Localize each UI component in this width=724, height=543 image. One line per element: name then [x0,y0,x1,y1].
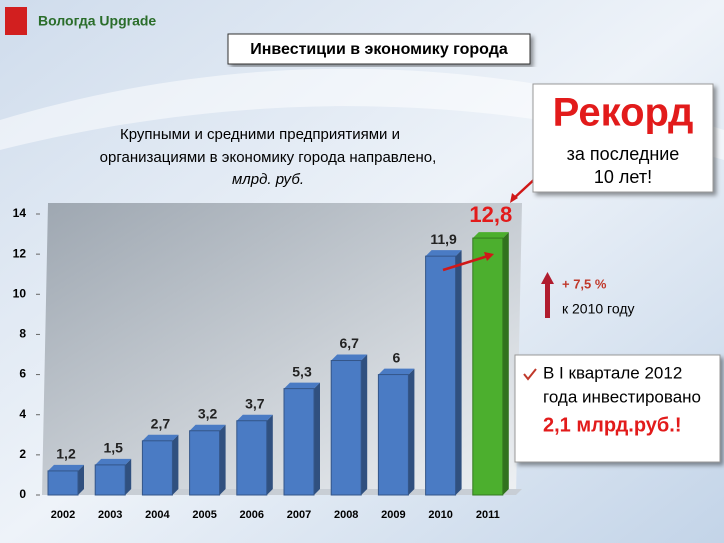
bar [189,430,221,496]
x-tick-label: 2008 [334,509,358,521]
x-tick-label: 2002 [51,509,75,521]
bar-top [189,424,226,431]
quarter-text: В I квартале 2012 [543,363,682,382]
bar-top [284,382,320,389]
value-label: 3,2 [198,405,218,421]
value-label: 2,7 [151,416,171,432]
bar [236,420,268,496]
bar-side [455,250,462,495]
arrow-head [484,252,494,261]
value-label: 6,7 [339,335,359,351]
growth-percent: + 7,5 % [562,276,607,291]
bar-side [219,424,226,495]
subtitle: Крупными и средними предприятиями и [120,126,400,143]
bar [425,255,457,496]
quarter-text: года инвестировано [543,387,701,406]
bar-side [502,232,509,496]
bar [47,470,79,496]
x-tick-label: 2009 [381,509,405,521]
title-box [227,33,531,65]
bar-side [78,464,84,495]
record-title: Рекорд [553,91,694,135]
y-tick-label: 12 [13,246,27,260]
slide-title: Инвестиции в экономику города [250,41,508,58]
quarter-box [514,354,721,463]
y-tick-label: 10 [13,286,27,300]
value-label: 12,8 [469,202,512,227]
value-label: 1,5 [103,440,123,456]
value-label: 1,2 [56,446,76,462]
bar [377,374,409,496]
bar-side [361,354,368,495]
y-tick-label: 2 [19,447,26,461]
bar-top [378,368,415,375]
bar-side [266,414,273,495]
logo: Вологда Upgrade [38,13,156,29]
quarter-amount: 2,1 млрд.руб.! [543,414,681,436]
record-text: 10 лет! [594,167,652,187]
bar [283,388,315,496]
x-tick-label: 2004 [145,509,170,521]
subtitle: организациями в экономику города направл… [100,149,437,166]
up-arrow [545,282,550,318]
bar [472,237,504,496]
bar-top [236,414,273,421]
arrow [442,254,489,272]
x-tick-label: 2011 [476,509,500,521]
bar [94,464,126,496]
bar [141,440,173,496]
y-tick-label: 6 [19,367,26,381]
y-tick-label: 8 [19,327,26,341]
value-label: 3,7 [245,395,265,411]
bar-top [95,458,132,465]
bar-side [172,434,179,495]
y-tick-label: 4 [19,407,26,421]
bar-top [48,464,84,471]
value-label: 11,9 [430,231,457,247]
x-tick-label: 2010 [428,509,452,521]
x-tick-label: 2006 [240,509,264,521]
logo-emblem [5,7,27,35]
bar [330,360,362,496]
bar-side [125,458,132,495]
x-tick-label: 2007 [287,509,311,521]
value-label: 5,3 [292,363,312,379]
bar-side [408,368,415,495]
bar-top [425,250,462,257]
bar-top [331,354,368,361]
check [523,368,537,381]
x-tick-label: 2005 [192,509,216,521]
bar-top [142,434,179,441]
value-label: 6 [393,349,401,365]
up-arrow-head [541,272,554,284]
y-tick-label: 0 [19,487,26,501]
x-tick-label: 2003 [98,509,122,521]
record-text: за последние [567,144,680,164]
subtitle: млрд. руб. [232,171,304,188]
arrow-head [510,193,518,203]
y-tick-label: 14 [13,206,27,220]
chart: 0 2 4 6 8 10 12 14 2002 1,2 2003 1,5 2004 2,7 2005 3,2 2… [13,202,513,521]
record-box [532,83,714,193]
bar-top [472,232,509,239]
bar-side [314,382,320,495]
growth-text: к 2010 году [562,301,635,317]
